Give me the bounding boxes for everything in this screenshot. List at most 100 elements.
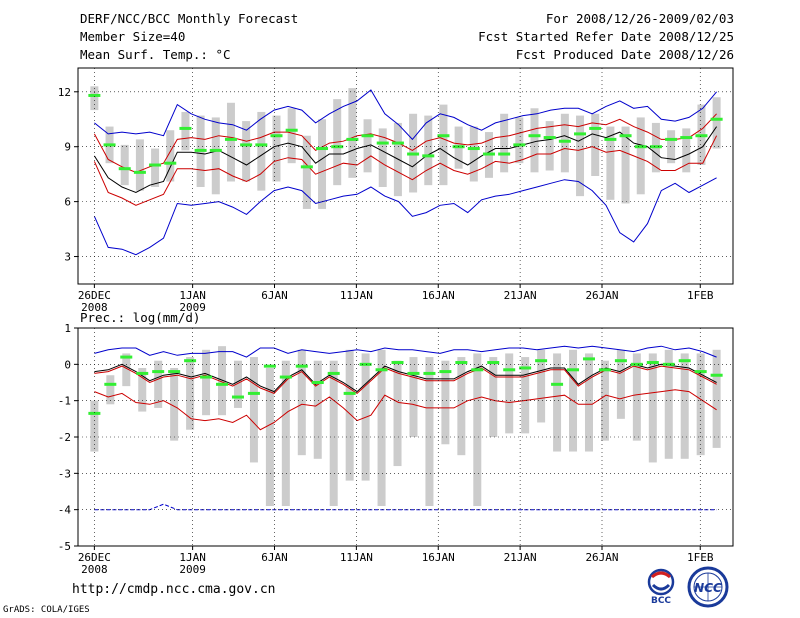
median-mark	[487, 361, 500, 365]
box-bar	[560, 113, 569, 173]
box-bar	[249, 357, 258, 463]
median-mark	[710, 117, 723, 121]
median-mark	[120, 355, 133, 359]
median-mark	[327, 371, 340, 375]
median-mark	[88, 411, 101, 415]
y-tick-label: -2	[58, 431, 71, 444]
median-mark	[152, 370, 165, 374]
median-mark	[407, 152, 420, 156]
median-mark	[619, 134, 632, 138]
box-bar	[345, 349, 354, 481]
source-url[interactable]: http://cmdp.ncc.cma.gov.cn	[72, 582, 276, 597]
median-mark	[216, 382, 229, 386]
series-max	[94, 345, 717, 358]
box-bar	[281, 360, 290, 507]
median-mark	[422, 154, 435, 158]
box-bar	[425, 357, 434, 507]
box-bar	[272, 115, 281, 182]
median-mark	[136, 371, 149, 375]
median-mark	[391, 361, 404, 365]
median-mark	[604, 137, 617, 141]
median-mark	[285, 128, 298, 132]
box-bar	[378, 128, 387, 187]
median-mark	[630, 362, 643, 366]
median-mark	[482, 152, 495, 156]
median-mark	[437, 134, 450, 138]
box-bar	[329, 360, 338, 507]
median-mark	[582, 357, 595, 361]
series-std_lower	[94, 389, 717, 431]
median-mark	[543, 136, 556, 140]
series-std_upper	[94, 365, 717, 395]
x-tick-label: 1JAN	[179, 551, 206, 564]
variable-label: Mean Surf. Temp.: °C	[80, 47, 231, 62]
produced-date: Fcst Produced Date 2008/12/26	[515, 47, 734, 62]
x-tick-year: 2009	[179, 301, 206, 314]
x-tick-year: 2008	[81, 563, 108, 576]
box-bar	[584, 353, 593, 452]
median-mark	[467, 147, 480, 151]
median-mark	[300, 165, 313, 169]
median-mark	[558, 139, 571, 143]
median-mark	[503, 368, 516, 372]
series-mean	[94, 363, 717, 393]
grads-credit: GrADS: COLA/IGES	[3, 605, 90, 615]
median-mark	[209, 148, 222, 152]
median-mark	[118, 167, 131, 171]
median-mark	[710, 373, 723, 377]
median-mark	[331, 145, 344, 149]
y-tick-label: -4	[58, 504, 72, 517]
median-mark	[574, 132, 587, 136]
box-bar	[242, 121, 251, 182]
series-std_upper	[93, 113, 717, 173]
y-tick-label: -3	[58, 467, 71, 480]
box-bar	[318, 119, 327, 209]
series-min	[94, 503, 717, 511]
series-max	[94, 89, 717, 141]
y-tick-label: 3	[64, 251, 71, 264]
median-mark	[224, 137, 237, 141]
median-mark	[346, 137, 359, 141]
box-bar	[606, 126, 615, 200]
x-tick-label: 11JAN	[340, 551, 373, 564]
box-bar	[515, 117, 524, 164]
x-tick-label: 21JAN	[504, 289, 537, 302]
median-mark	[439, 370, 452, 374]
median-mark	[311, 381, 324, 384]
median-mark	[164, 161, 177, 165]
box-bar	[106, 375, 115, 405]
median-mark	[598, 368, 611, 372]
box-bar	[621, 126, 630, 204]
x-tick-label: 26DEC	[78, 551, 111, 564]
box-bar	[696, 353, 705, 456]
median-mark	[361, 134, 374, 138]
box-bar	[265, 367, 274, 507]
median-mark	[694, 370, 707, 374]
ncc-logo-text: NCC	[694, 581, 722, 595]
box-bar	[122, 353, 131, 387]
x-tick-label: 16JAN	[422, 551, 455, 564]
x-tick-label: 1FEB	[687, 551, 714, 564]
median-mark	[634, 145, 647, 149]
box-bar	[313, 360, 322, 459]
median-mark	[255, 143, 268, 147]
series-std_lower	[93, 135, 718, 206]
forecast-period: For 2008/12/26-2009/02/03	[545, 11, 734, 26]
box-bar	[500, 113, 509, 173]
box-bar	[202, 349, 211, 416]
box-bar	[473, 353, 482, 507]
box-bar	[636, 117, 645, 195]
median-mark	[551, 382, 564, 386]
median-mark	[519, 366, 532, 370]
box-bar	[439, 104, 448, 186]
bcc-logo: BCC	[647, 568, 675, 605]
box-bar	[712, 349, 721, 448]
bcc-logo-text: BCC	[651, 596, 671, 605]
median-mark	[678, 359, 691, 363]
median-mark	[423, 371, 436, 375]
median-mark	[376, 141, 389, 145]
median-mark	[589, 126, 602, 130]
x-tick-label: 11JAN	[340, 289, 373, 302]
box-bar	[151, 148, 160, 187]
